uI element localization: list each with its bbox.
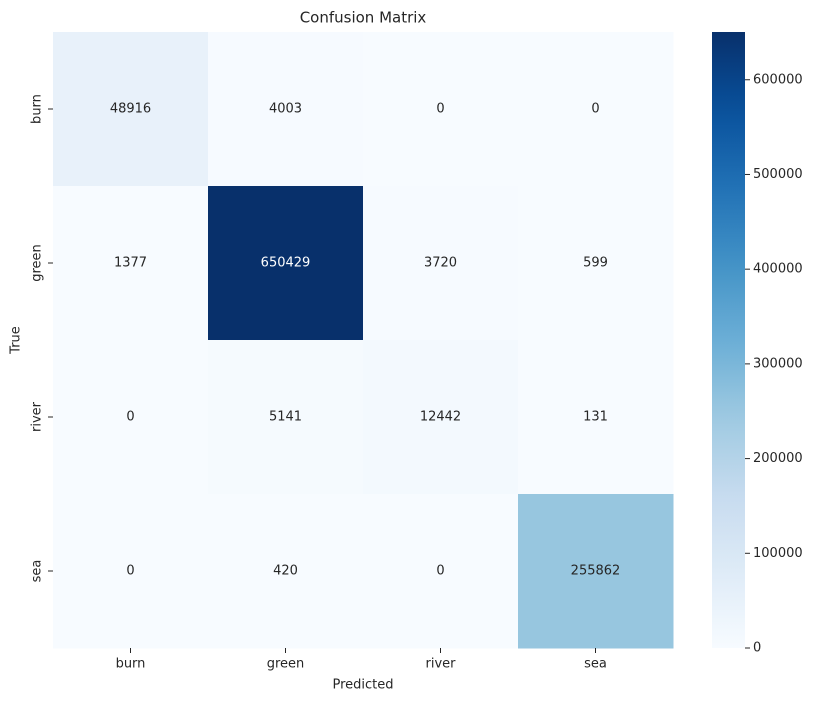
colorbar-tick-label: 300000 [753, 356, 803, 371]
cell-label: 0 [126, 564, 134, 579]
cell-label: 255862 [571, 564, 621, 579]
heatmap-cell [53, 32, 209, 187]
y-axis-label: True [9, 326, 24, 355]
heatmap-cell [208, 186, 364, 341]
cell-label: 48916 [110, 102, 151, 117]
heatmap-cell [363, 340, 519, 495]
heatmap-cell [363, 32, 519, 187]
cell-label: 0 [126, 410, 134, 425]
y-tick-label: green [30, 244, 45, 282]
heatmap-cell [208, 494, 364, 649]
colorbar-tick-label: 0 [753, 641, 761, 656]
colorbar [712, 32, 745, 648]
cell-label: 0 [591, 102, 599, 117]
colorbar-tick-label: 600000 [753, 72, 803, 87]
cell-label: 1377 [114, 256, 147, 271]
cell-label: 0 [436, 564, 444, 579]
heatmap-cell [53, 340, 209, 495]
heatmap-cell [208, 32, 364, 187]
cell-label: 5141 [269, 410, 302, 425]
heatmap-cell [518, 32, 674, 187]
colorbar-tick-label: 400000 [753, 262, 803, 277]
heatmap-cell [518, 494, 674, 649]
colorbar-tick-label: 100000 [753, 546, 803, 561]
y-tick-label: sea [30, 560, 45, 583]
y-tick-label: river [30, 401, 45, 432]
colorbar-tick-label: 500000 [753, 167, 803, 182]
heatmap-cell [518, 340, 674, 495]
heatmap-cell [53, 494, 209, 649]
heatmap-cell [363, 494, 519, 649]
cell-label: 0 [436, 102, 444, 117]
heatmap-cell [518, 186, 674, 341]
colorbar-tick-label: 200000 [753, 451, 803, 466]
x-tick-label: sea [584, 657, 607, 672]
cell-label: 3720 [424, 256, 457, 271]
cell-label: 4003 [269, 102, 302, 117]
y-tick-label: burn [30, 94, 45, 124]
heatmap-cell [208, 340, 364, 495]
x-tick-label: green [267, 657, 305, 672]
cell-label: 650429 [261, 256, 311, 271]
x-tick-label: burn [116, 657, 146, 672]
x-tick-label: river [426, 657, 457, 672]
cell-label: 12442 [420, 410, 461, 425]
heatmap-cell [363, 186, 519, 341]
cell-label: 131 [583, 410, 608, 425]
x-axis-label: Predicted [332, 678, 393, 693]
heatmap-cell [53, 186, 209, 341]
cell-label: 420 [273, 564, 298, 579]
cell-label: 599 [583, 256, 608, 271]
chart-title: Confusion Matrix [300, 9, 427, 27]
